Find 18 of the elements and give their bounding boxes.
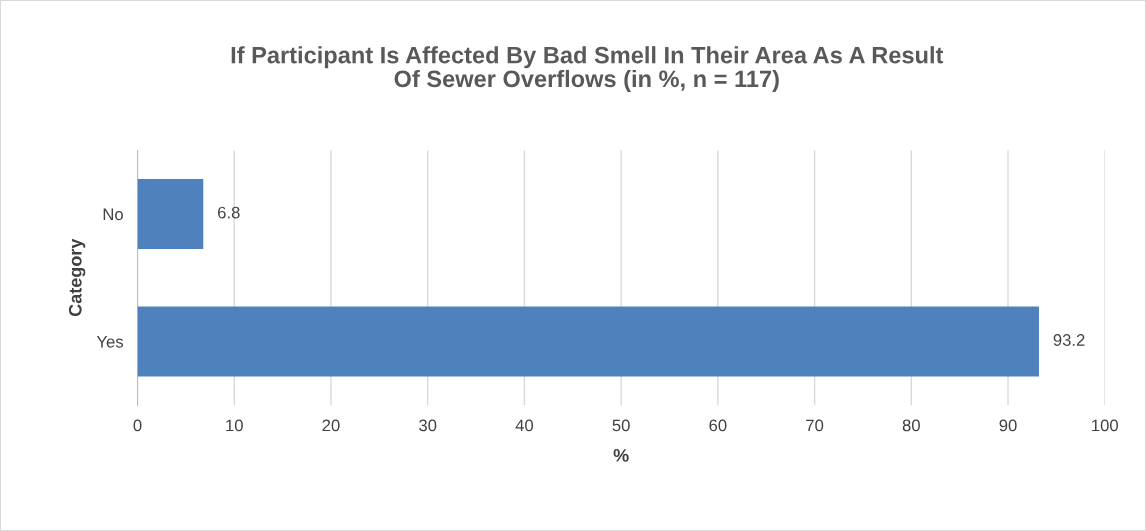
x-tick-label: 30 xyxy=(419,419,437,432)
y-tick-label: No xyxy=(103,208,123,221)
x-tick-label: 60 xyxy=(709,419,727,432)
y-axis-title: Category xyxy=(68,238,86,317)
x-tick-label: 10 xyxy=(226,419,243,432)
data-label: 6.8 xyxy=(218,206,240,219)
x-tick-label: 0 xyxy=(133,419,142,432)
x-tick-label: 50 xyxy=(612,419,630,432)
y-tick-label: Yes xyxy=(96,336,124,348)
x-axis-title: % xyxy=(613,448,629,462)
x-tick-label: 100 xyxy=(1092,419,1118,432)
x-tick-label: 20 xyxy=(322,419,340,432)
x-tick-label: 40 xyxy=(515,419,534,432)
x-tick-label: 90 xyxy=(999,419,1017,432)
x-tick-label: 80 xyxy=(902,419,920,432)
x-tick-label: 70 xyxy=(806,419,824,432)
chart-title: If Participant Is Affected By Bad Smell In Their Area As A Result Of Sewer Overflows (in %, n = 117) xyxy=(231,46,944,92)
data-label: 93.2 xyxy=(1053,334,1085,346)
